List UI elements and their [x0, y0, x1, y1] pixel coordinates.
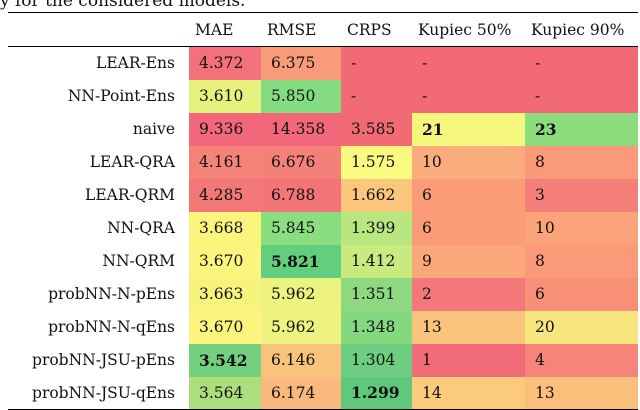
rmse-cell: 5.962 — [261, 277, 341, 311]
header-crps: CRPS — [341, 12, 412, 47]
table-row: LEAR-QRA 4.161 6.676 1.575 10 8 — [8, 145, 638, 179]
table-row: LEAR-QRM 4.285 6.788 1.662 6 3 — [8, 178, 638, 212]
crps-cell: 1.575 — [341, 145, 412, 179]
kupiec-50-cell: 2 — [412, 277, 525, 311]
table-row: NN-Point-Ens 3.610 5.850- - - — [8, 79, 638, 113]
kupiec-90-cell: 13 — [525, 376, 638, 410]
kupiec-50-cell: 9 — [412, 244, 525, 278]
kupiec-50-cell: 14 — [412, 376, 525, 410]
crps-cell: 1.299 — [341, 376, 412, 410]
mae-cell: 3.663 — [189, 277, 261, 311]
kupiec-90-cell: 8 — [525, 145, 638, 179]
rmse-cell: 5.962 — [261, 310, 341, 344]
model-name-cell: naive — [8, 112, 189, 146]
model-name-cell: probNN-N-qEns — [8, 310, 189, 344]
crps-cell: 1.351 — [341, 277, 412, 311]
results-table: MAE RMSE CRPS Kupiec 50% Kupiec 90% LEAR… — [8, 12, 638, 410]
table-row: probNN-JSU-pEns 3.542 6.146 1.304 1 4 — [8, 343, 638, 377]
mae-cell: 4.285 — [189, 178, 261, 212]
kupiec-90-cell: 20 — [525, 310, 638, 344]
rmse-cell: 14.358 — [261, 112, 341, 146]
header-kupiec-50: Kupiec 50% — [412, 12, 525, 47]
kupiec-50-cell: 21 — [412, 112, 525, 146]
header-rmse: RMSE — [261, 12, 341, 47]
mae-cell: 3.610 — [189, 79, 261, 113]
crps-cell: 1.399 — [341, 211, 412, 245]
model-name-cell: probNN-N-pEns — [8, 277, 189, 311]
table-caption: y for the considered models. — [0, 0, 246, 10]
crps-cell: 1.662 — [341, 178, 412, 212]
header-kupiec-90: Kupiec 90% — [525, 12, 638, 47]
kupiec-90-cell: 3 — [525, 178, 638, 212]
header-mae: MAE — [189, 12, 261, 47]
rmse-cell: 5.845 — [261, 211, 341, 245]
kupiec-90-cell: 10 — [525, 211, 638, 245]
mae-cell: 3.564 — [189, 376, 261, 410]
kupiec-90-cell: - — [525, 79, 638, 113]
header-row: MAE RMSE CRPS Kupiec 50% Kupiec 90% — [8, 12, 638, 47]
kupiec-90-cell: 4 — [525, 343, 638, 377]
rmse-cell: 5.850 — [261, 79, 341, 113]
crps-cell: - — [341, 79, 412, 113]
header-model — [8, 12, 189, 47]
table-row: LEAR-Ens 4.372 6.375- - - — [8, 46, 638, 80]
mae-cell: 3.668 — [189, 211, 261, 245]
kupiec-50-cell: - — [412, 79, 525, 113]
mae-cell: 4.161 — [189, 145, 261, 179]
rmse-cell: 6.676 — [261, 145, 341, 179]
kupiec-50-cell: 6 — [412, 211, 525, 245]
kupiec-50-cell: 10 — [412, 145, 525, 179]
rmse-cell: 6.174 — [261, 376, 341, 410]
kupiec-90-cell: 8 — [525, 244, 638, 278]
rmse-cell: 6.375 — [261, 46, 341, 80]
table-row: NN-QRM 3.670 5.821 1.412 9 8 — [8, 244, 638, 278]
mae-cell: 3.670 — [189, 244, 261, 278]
kupiec-90-cell: 6 — [525, 277, 638, 311]
table-body: LEAR-Ens 4.372 6.375- - - NN-Point-Ens 3.610 5.… — [8, 46, 638, 410]
mae-cell: 4.372 — [189, 46, 261, 80]
table-row: probNN-JSU-qEns 3.564 6.174 1.299 14 13 — [8, 376, 638, 410]
kupiec-50-cell: 6 — [412, 178, 525, 212]
kupiec-50-cell: 1 — [412, 343, 525, 377]
kupiec-50-cell: 13 — [412, 310, 525, 344]
rmse-cell: 6.788 — [261, 178, 341, 212]
model-name-cell: LEAR-QRA — [8, 145, 189, 179]
kupiec-90-cell: - — [525, 46, 638, 80]
crps-cell: 1.348 — [341, 310, 412, 344]
rmse-cell: 5.821 — [261, 244, 341, 278]
table-row: probNN-N-qEns 3.670 5.962 1.348 13 20 — [8, 310, 638, 344]
crps-cell: 1.304 — [341, 343, 412, 377]
kupiec-90-cell: 23 — [525, 112, 638, 146]
table-row: probNN-N-pEns 3.663 5.962 1.351 2 6 — [8, 277, 638, 311]
rmse-cell: 6.146 — [261, 343, 341, 377]
table-row: naive 9.336 14.358 3.585 21 23 — [8, 112, 638, 146]
crps-cell: 3.585 — [341, 112, 412, 146]
crps-cell: - — [341, 46, 412, 80]
kupiec-50-cell: - — [412, 46, 525, 80]
mae-cell: 3.670 — [189, 310, 261, 344]
model-name-cell: LEAR-Ens — [8, 46, 189, 80]
model-name-cell: NN-Point-Ens — [8, 79, 189, 113]
model-name-cell: NN-QRA — [8, 211, 189, 245]
mae-cell: 9.336 — [189, 112, 261, 146]
model-name-cell: NN-QRM — [8, 244, 189, 278]
crps-cell: 1.412 — [341, 244, 412, 278]
model-name-cell: probNN-JSU-qEns — [8, 376, 189, 410]
model-name-cell: LEAR-QRM — [8, 178, 189, 212]
mae-cell: 3.542 — [189, 343, 261, 377]
table-row: NN-QRA 3.668 5.845 1.399 6 10 — [8, 211, 638, 245]
model-name-cell: probNN-JSU-pEns — [8, 343, 189, 377]
